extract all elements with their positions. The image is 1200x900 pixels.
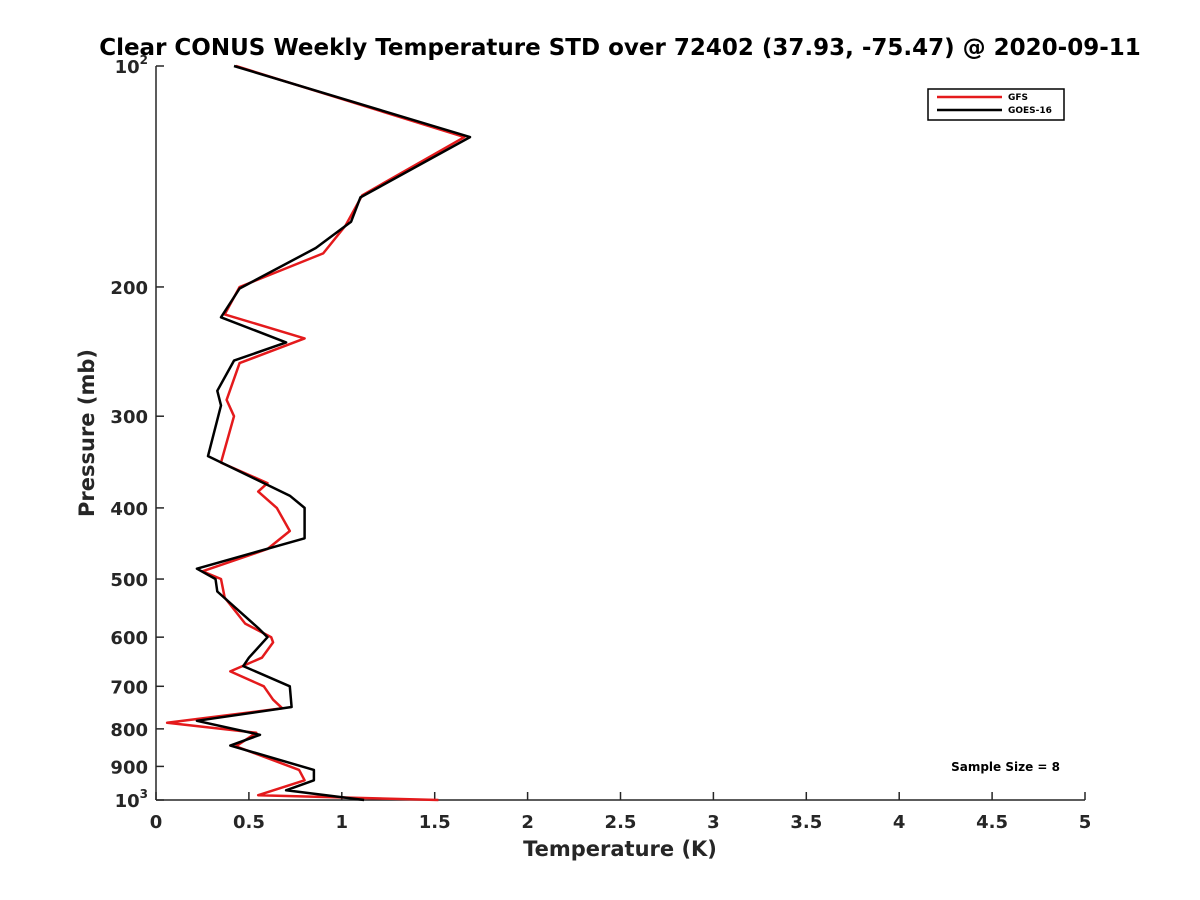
series-line-goes16 xyxy=(195,64,472,802)
x-tick-label: 0 xyxy=(150,812,163,833)
series-line-gfs xyxy=(165,64,466,802)
legend-label-gfs: GFS xyxy=(1008,93,1028,103)
legend-box xyxy=(927,88,1065,121)
x-tick-label: 0.5 xyxy=(233,812,265,833)
x-tick-label: 3.5 xyxy=(790,812,822,833)
x-ticks: 0 0.5 1 1.5 2 2.5 3 3.5 4 4.5 5 xyxy=(150,792,1092,833)
legend-label-goes16: GOES-16 xyxy=(1008,106,1052,116)
y-ticks: 102 200 300 400 500 600 700 800 900 103 xyxy=(110,53,164,812)
y-tick-label: 200 xyxy=(110,278,148,299)
x-axis-label: Temperature (K) xyxy=(523,837,717,861)
legend: GFS GOES-16 xyxy=(927,88,1065,121)
y-axis-label: Pressure (mb) xyxy=(75,349,99,517)
x-tick-label: 1 xyxy=(336,812,349,833)
y-tick-label: 900 xyxy=(110,757,148,778)
y-tick-label: 600 xyxy=(110,628,148,649)
x-tick-label: 2.5 xyxy=(605,812,637,833)
x-tick-label: 3 xyxy=(707,812,720,833)
y-tick-label: 300 xyxy=(110,407,148,428)
y-tick-label: 102 xyxy=(115,53,148,78)
y-tick-label: 400 xyxy=(110,499,148,520)
x-tick-label: 4.5 xyxy=(976,812,1008,833)
sample-size-annotation: Sample Size = 8 xyxy=(951,760,1060,774)
x-tick-label: 1.5 xyxy=(419,812,451,833)
plot-area: 0 0.5 1 1.5 2 2.5 3 3.5 4 4.5 5 102 200 300 400 500 600… xyxy=(110,53,1091,833)
y-tick-label: 800 xyxy=(110,720,148,741)
y-tick-label: 700 xyxy=(110,677,148,698)
x-tick-label: 2 xyxy=(521,812,534,833)
x-tick-label: 5 xyxy=(1079,812,1092,833)
chart-title: Clear CONUS Weekly Temperature STD over … xyxy=(99,35,1141,61)
y-tick-label: 103 xyxy=(115,787,148,812)
y-tick-label: 500 xyxy=(110,570,148,591)
x-tick-label: 4 xyxy=(893,812,906,833)
series-group xyxy=(165,64,472,802)
